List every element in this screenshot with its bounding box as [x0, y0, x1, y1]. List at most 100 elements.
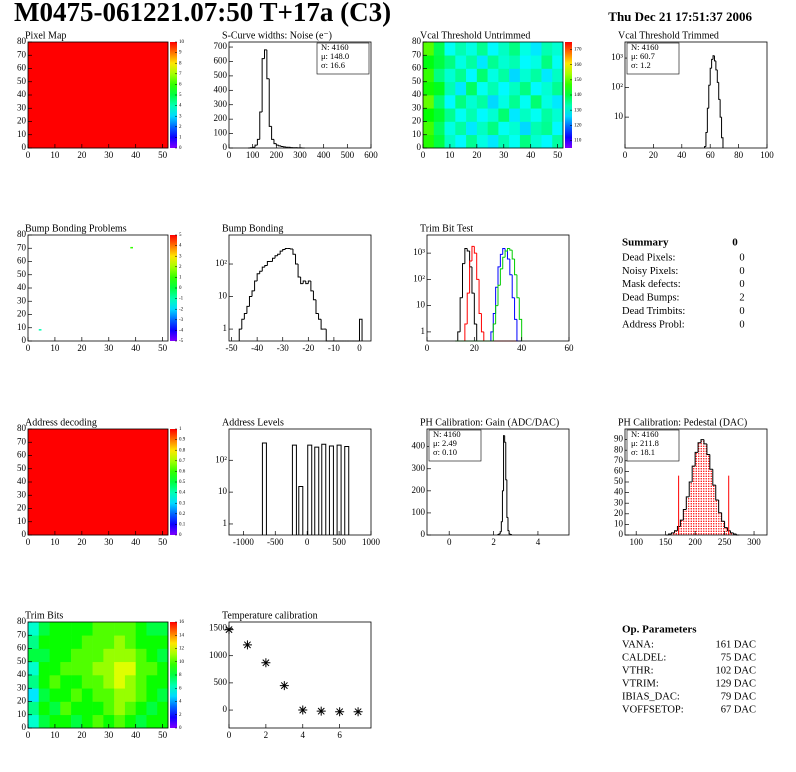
heat-cell: [38, 714, 50, 729]
histogram-step: [498, 533, 501, 535]
histogram-step: [691, 465, 696, 482]
histogram-step: [259, 111, 263, 140]
z-tick-label: 150: [574, 78, 582, 83]
histogram-step: [462, 263, 465, 298]
histogram-step: [685, 496, 690, 510]
stats-line: σ: 0.10: [433, 447, 457, 457]
heat-cell: [157, 622, 169, 636]
heat-cell: [530, 42, 542, 56]
marks: [38, 246, 133, 331]
x-tick-label: 400: [317, 150, 331, 160]
z-tick-label: 9: [179, 51, 182, 56]
summary: Summary 0 Dead Pixels: 0 Noisy Pixels: 0 Mas…: [622, 237, 745, 331]
heat-cell: [157, 701, 169, 716]
heat-cell: [519, 68, 531, 83]
heat-cell: [423, 121, 435, 136]
x-tick-label: 0: [447, 537, 452, 547]
histogram-step: [320, 319, 324, 330]
heat-cell: [135, 688, 147, 702]
panel-title: Bump Bonding: [222, 223, 283, 234]
histogram-fill: [706, 454, 710, 535]
histogram-fill: [724, 527, 728, 535]
x-tick-label: 50: [158, 730, 168, 740]
heat-cell: [81, 622, 93, 636]
y-tick-label: 1000: [209, 650, 228, 660]
heat-cell: [530, 68, 542, 83]
heat-cell: [541, 95, 553, 109]
histogram-fill: [703, 443, 707, 535]
histogram-fill: [680, 520, 684, 535]
heat-cell: [552, 55, 564, 69]
y-tick-label: 70: [412, 49, 422, 59]
heat-cell: [124, 714, 136, 729]
histogram-step: [688, 481, 693, 497]
heat-cell: [28, 675, 40, 689]
histogram-fill: [671, 532, 675, 535]
x-tick-label: 40: [131, 730, 141, 740]
histogram-step: [251, 290, 255, 297]
heat-cell: [92, 648, 104, 663]
spike: [298, 486, 304, 535]
heat-cell: [498, 68, 510, 83]
histogram-step: [490, 331, 494, 341]
heat-cell: [423, 134, 435, 149]
histogram-step: [473, 246, 477, 254]
panel-title: Vcal Threshold Untrimmed: [420, 30, 530, 41]
heat-cell: [433, 95, 445, 109]
histogram-step: [254, 144, 258, 148]
histogram-step: [514, 258, 517, 276]
heat-cell: [103, 648, 115, 663]
x-tick-label: 30: [104, 150, 114, 160]
summary-value: 0: [739, 279, 744, 290]
z-tick-label: 0.7: [179, 459, 186, 464]
heat-cell: [455, 55, 467, 69]
x-tick-label: 30: [104, 537, 114, 547]
x-tick-label: 300: [293, 150, 307, 160]
heat-cell: [60, 701, 72, 716]
histogram-step: [480, 313, 484, 333]
heat-cell: [509, 68, 521, 83]
plot-border: [228, 234, 372, 342]
op-label: VTRIM:: [622, 678, 659, 689]
x-tick-label: 4: [536, 537, 541, 547]
z-tick-label: 4: [179, 244, 182, 249]
x-tick-label: 40: [131, 537, 141, 547]
heat-cell: [530, 134, 542, 149]
histogram-step: [266, 49, 270, 80]
histogram-step: [694, 451, 699, 467]
histogram-step: [495, 286, 498, 314]
stats-line: μ: 211.8: [631, 438, 659, 448]
op-label: VANA:: [622, 639, 654, 650]
heat-cell: [92, 622, 104, 636]
x-tick-label: 40: [517, 343, 527, 353]
histogram-step: [509, 248, 513, 251]
y-tick-label: 0: [22, 335, 27, 345]
summary-value: 0: [739, 252, 744, 263]
histogram-step: [506, 479, 508, 518]
heat-cell: [476, 42, 488, 56]
histogram-step: [492, 323, 496, 341]
heat-cell: [157, 675, 169, 689]
color-bar: [170, 42, 177, 148]
heat-cell: [519, 134, 531, 149]
x-tick-label: 30: [499, 150, 509, 160]
page-date: Thu Dec 21 17:51:37 2006: [608, 9, 752, 24]
y-tick-label: 1: [223, 323, 228, 333]
histogram-step: [700, 439, 704, 443]
heat-cell: [444, 68, 456, 83]
histogram-fill: [721, 521, 725, 535]
z-tick-label: 3: [179, 114, 182, 119]
histogram-step: [502, 256, 506, 269]
panel-title: PH Calibration: Gain (ADC/DAC): [420, 417, 559, 428]
y-tick-label: 50: [17, 76, 27, 86]
heat-cell: [476, 134, 488, 149]
y-tick-label: 80: [614, 444, 624, 454]
y-tick-label: 80: [17, 616, 27, 626]
panel: Address decoding 0 0.1 0.2 0.3 0.4 0.5 0.6 0.7 0.…: [17, 417, 186, 547]
heat-cell: [541, 121, 553, 136]
heat-cell: [541, 55, 553, 69]
heat-cell: [124, 648, 136, 663]
z-tick-label: 10: [179, 660, 185, 665]
heat-cell: [124, 661, 136, 676]
y-tick-label: 60: [17, 63, 27, 73]
